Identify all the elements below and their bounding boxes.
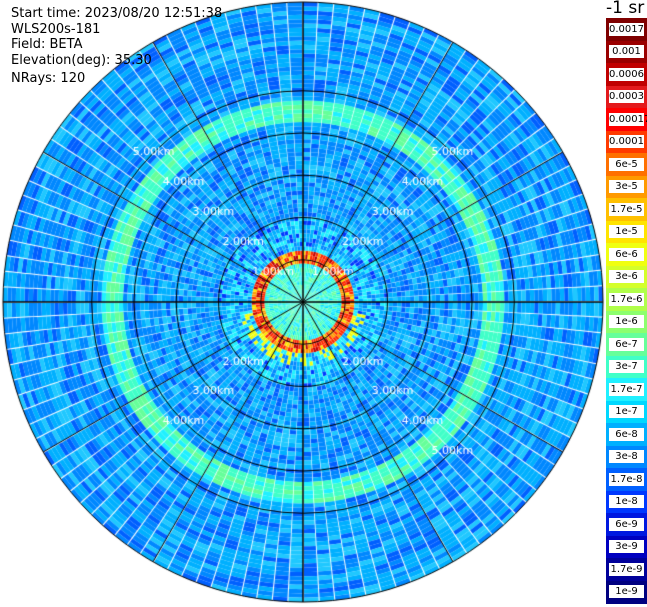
station-label: WLS200s-181	[11, 22, 101, 37]
field-label: Field: BETA	[11, 37, 83, 52]
nrays-label: NRays: 120	[11, 71, 86, 86]
colorbar-tick-label: 3e-6	[609, 270, 644, 284]
colorbar-tick-label: 1e-8	[609, 495, 644, 509]
colorbar-tick-label: 1e-7	[609, 405, 644, 419]
colorbar-unit-title: -1 sr	[606, 0, 645, 18]
colorbar-tick-label: 1e-6	[609, 315, 644, 329]
colorbar-tick-label: 0.0017	[609, 22, 644, 36]
colorbar-tick-label: 1.7e-6	[609, 292, 644, 306]
colorbar-tick-label: 6e-5	[609, 157, 644, 171]
colorbar-tick-label: 0.001	[609, 45, 644, 59]
elevation-label: Elevation(deg): 35.30	[11, 53, 152, 68]
colorbar-tick-label: 3e-5	[609, 180, 644, 194]
colorbar-tick-label: 3e-7	[609, 360, 644, 374]
colorbar-tick-label: 0.0003	[609, 90, 644, 104]
colorbar-tick-label: 1e-9	[609, 585, 644, 599]
colorbar-tick-label: 1.7e-9	[609, 562, 644, 576]
colorbar-tick-label: 0.00017	[609, 112, 647, 126]
colorbar-tick-label: 3e-8	[609, 450, 644, 464]
colorbar-tick-label: 3e-9	[609, 540, 644, 554]
colorbar-tick-label: 1.7e-8	[609, 472, 644, 486]
colorbar-tick-label: 6e-6	[609, 247, 644, 261]
colorbar-tick-label: 1e-5	[609, 225, 644, 239]
colorbar-tick-label: 0.0006	[609, 67, 644, 81]
colorbar-tick-label: 1.7e-5	[609, 202, 644, 216]
ppi-scan-plot	[0, 0, 606, 607]
start-time-label: Start time: 2023/08/20 12:51:38	[11, 6, 223, 21]
colorbar-tick-label: 6e-9	[609, 517, 644, 531]
colorbar: 0.0017 0.001 0.0006 0.0003 0.00017 0.0001 6e-5…	[606, 18, 647, 604]
colorbar-tick-label: 0.0001	[609, 135, 644, 149]
colorbar-tick-label: 1.7e-7	[609, 382, 644, 396]
colorbar-tick-label: 6e-7	[609, 337, 644, 351]
colorbar-tick-label: 6e-8	[609, 427, 644, 441]
